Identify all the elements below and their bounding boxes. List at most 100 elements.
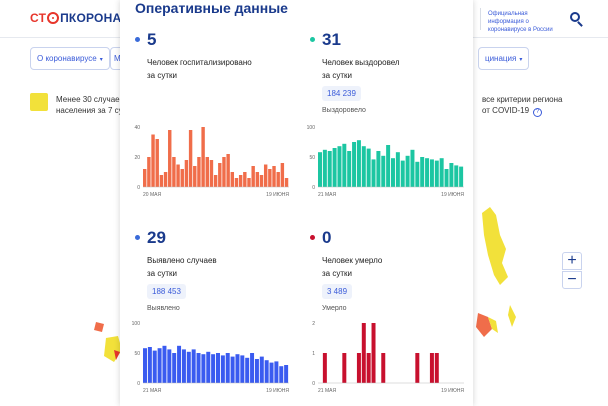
- chart-bar: [263, 164, 268, 187]
- chart-bar: [155, 139, 159, 187]
- official-info-link[interactable]: Официальная информация о коронавирусе в …: [488, 11, 553, 33]
- chart-bar: [245, 357, 250, 383]
- chart-bar: [429, 159, 434, 187]
- chart-recovered: 100 50 0 21 МАЯ 19 ИЮНЯ: [300, 122, 470, 202]
- chart-bar: [209, 160, 214, 187]
- chart-bar: [366, 353, 371, 383]
- chart-bar: [251, 166, 255, 187]
- stat-value: 0: [322, 228, 332, 247]
- search-icon[interactable]: [570, 12, 584, 27]
- y-tick-label: 20: [134, 155, 140, 161]
- chart-bar: [410, 149, 415, 187]
- chart-bar: [347, 151, 352, 187]
- chart-bar: [163, 172, 168, 187]
- y-tick-label: 1: [312, 351, 315, 357]
- x-tick-label: 21 МАЯ: [143, 388, 161, 394]
- x-tick-label: 19 ИЮНЯ: [266, 192, 289, 198]
- chart-bar: [188, 130, 193, 187]
- chart-bar: [356, 140, 361, 187]
- stat-label: Человек госпитализировано за сутки: [147, 58, 252, 80]
- chart-bar: [318, 152, 322, 187]
- chart-bar: [234, 178, 239, 187]
- chart-bar: [342, 353, 347, 383]
- chart-bar: [276, 172, 280, 187]
- chart-bar: [205, 157, 209, 187]
- chart-bar: [454, 165, 459, 187]
- stat-total: 188 453: [147, 284, 186, 299]
- chart-bar: [444, 169, 449, 187]
- chart-bar: [238, 175, 243, 187]
- chart-deaths: 2 1 0 21 МАЯ 19 ИЮНЯ: [300, 318, 470, 398]
- chart-bar: [366, 148, 371, 187]
- chart-bar: [168, 130, 172, 187]
- chart-bar: [230, 172, 235, 187]
- x-tick-label: 19 ИЮНЯ: [441, 388, 464, 394]
- stat-label: Человек умерло за сутки: [322, 256, 383, 278]
- chart-bar: [216, 353, 220, 383]
- bar-chart-svg: 40 20 020 МАЯ 19 ИЮНЯ: [134, 125, 289, 198]
- operational-data-panel: Оперативные данные 5 Человек госпитализи…: [120, 0, 473, 406]
- nav-pill-vaccination[interactable]: цинация ▾: [478, 47, 530, 70]
- y-tick-label: 2: [312, 321, 315, 327]
- x-tick-label: 19 ИЮНЯ: [266, 388, 289, 394]
- nav-pill-about[interactable]: О коронавирусе ▾: [30, 47, 110, 70]
- y-tick-label: 0: [137, 381, 140, 387]
- chart-bar: [439, 158, 444, 187]
- chart-bar: [196, 353, 201, 383]
- y-tick-label: 0: [312, 381, 315, 387]
- map-region-left: [94, 322, 122, 362]
- chart-bar: [181, 349, 186, 383]
- y-tick-label: 50: [309, 155, 315, 161]
- chart-bar: [259, 175, 264, 187]
- stat-dot: [135, 37, 140, 42]
- chart-bar: [425, 158, 430, 187]
- chart-bar: [264, 360, 269, 383]
- chart-bar: [255, 172, 260, 187]
- chart-bar: [361, 146, 366, 187]
- chart-bar: [176, 164, 180, 187]
- chart-bar: [184, 160, 189, 187]
- zoom-out-button[interactable]: −: [562, 271, 582, 289]
- chart-bar: [371, 159, 376, 187]
- chart-bar: [272, 166, 276, 187]
- help-icon[interactable]: ?: [533, 108, 543, 117]
- chart-bar: [381, 155, 386, 187]
- chart-bar: [381, 353, 386, 383]
- chart-bar: [415, 161, 420, 187]
- chart-bar: [434, 160, 439, 187]
- chart-bar: [332, 148, 337, 187]
- stat-label: Выявлено случаев за сутки: [147, 256, 217, 278]
- chart-bar: [172, 157, 176, 187]
- chart-bar: [386, 145, 391, 187]
- bar-chart-svg: 100 50 021 МАЯ 19 ИЮНЯ: [132, 321, 290, 394]
- stat-total: 3 489: [322, 284, 353, 299]
- region-criteria-text: все критерии региона от COVID-19?: [482, 95, 563, 117]
- chart-bar: [151, 134, 155, 187]
- chart-bar: [327, 151, 332, 187]
- y-tick-label: 100: [307, 125, 316, 131]
- header-divider: [480, 8, 481, 30]
- chart-bar: [356, 353, 361, 383]
- chart-bar: [459, 166, 464, 187]
- logo-mark-icon: [47, 12, 60, 24]
- chart-bar: [240, 355, 245, 383]
- stat-value: 5: [147, 30, 157, 49]
- y-tick-label: 0: [312, 185, 315, 191]
- stat-total-label: Выявлено: [147, 305, 180, 312]
- site-logo[interactable]: СТ ПКОРОНАВИ: [30, 11, 139, 25]
- stat-dot: [310, 235, 315, 240]
- chart-bar: [268, 169, 272, 187]
- chart-bar: [206, 351, 211, 383]
- chart-bar: [211, 354, 216, 383]
- stat-total: 184 239: [322, 86, 361, 101]
- zoom-in-button[interactable]: +: [562, 252, 582, 270]
- chart-bar: [250, 353, 255, 383]
- chart-bar: [342, 143, 347, 187]
- chart-bar: [352, 142, 357, 187]
- chart-bar: [395, 152, 400, 187]
- stat-dot: [310, 37, 315, 42]
- chart-bar: [147, 347, 152, 383]
- chevron-down-icon: ▾: [519, 57, 523, 63]
- bar-chart-svg: 100 50 021 МАЯ 19 ИЮНЯ: [307, 125, 465, 198]
- chart-bar: [193, 166, 197, 187]
